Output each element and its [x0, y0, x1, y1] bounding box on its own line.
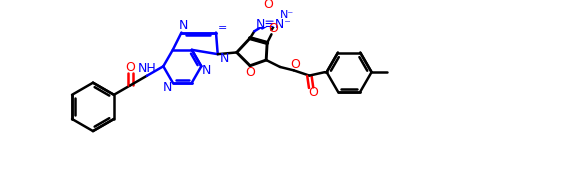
Text: N: N [178, 19, 188, 32]
Text: O: O [263, 0, 273, 11]
Text: O: O [308, 86, 318, 99]
Text: N≡N⁻: N≡N⁻ [255, 18, 291, 31]
Text: O: O [268, 22, 278, 35]
Text: N⁻: N⁻ [280, 10, 294, 20]
Text: O: O [126, 61, 135, 74]
Text: N: N [202, 64, 211, 77]
Text: NH: NH [137, 62, 156, 75]
Text: N: N [163, 82, 173, 94]
Text: O: O [291, 58, 301, 71]
Text: N: N [220, 52, 229, 65]
Text: =: = [218, 23, 228, 33]
Text: O: O [245, 66, 255, 79]
